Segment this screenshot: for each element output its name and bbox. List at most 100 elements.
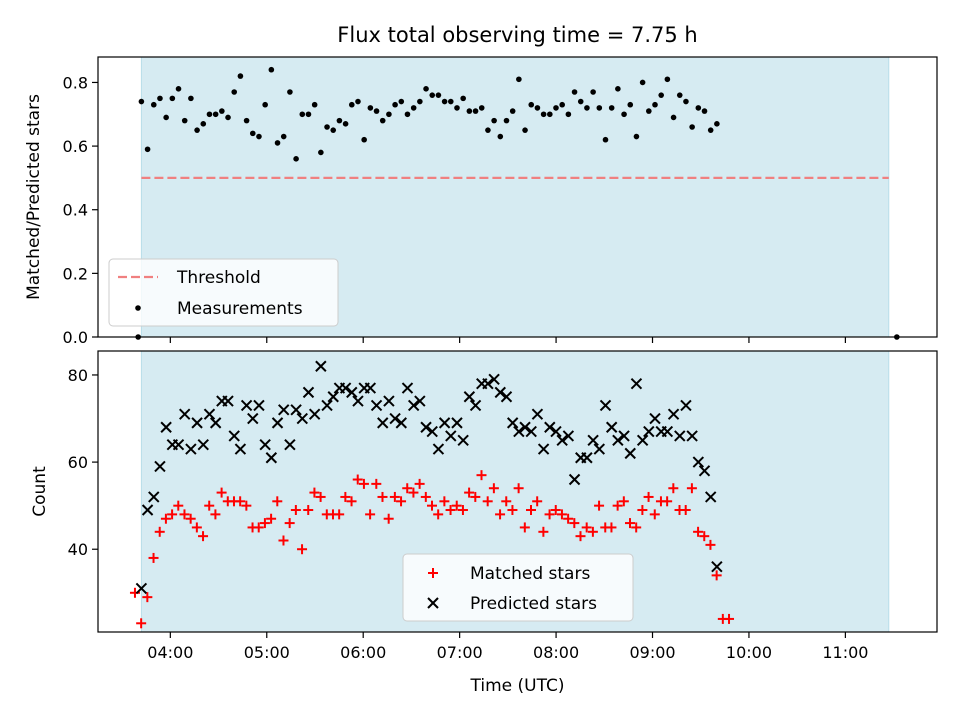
matched-point (606, 522, 617, 533)
matched-point (315, 491, 326, 502)
predicted-point (674, 430, 686, 442)
predicted-point (302, 386, 315, 399)
measurement-point (367, 105, 374, 111)
predicted-point (544, 421, 556, 433)
matched-point (426, 500, 437, 511)
predicted-point (618, 430, 630, 442)
measurement-point (627, 101, 634, 108)
matched-point (377, 491, 388, 502)
predicted-point (364, 382, 377, 394)
measurement-point (683, 98, 689, 105)
measurement-point (299, 111, 306, 118)
x-tick-label: 08:00 (533, 643, 579, 662)
measurement-point (398, 98, 405, 105)
measurement-point (373, 108, 380, 114)
measurement-point (701, 108, 708, 114)
predicted-point (290, 404, 302, 416)
predicted-point (438, 417, 451, 429)
x-axis-label: Time (UTC) (470, 676, 565, 696)
matched-point (334, 509, 345, 520)
matched-point (587, 526, 598, 537)
predicted-point (519, 421, 531, 433)
measurement-point (293, 156, 299, 162)
matched-point (649, 509, 660, 520)
predicted-point (160, 421, 172, 433)
top-legend: Threshold Measurements (108, 258, 339, 327)
matched-point (581, 522, 592, 533)
measurement-point (522, 127, 528, 133)
predicted-point (141, 504, 154, 516)
measurement-point (664, 76, 671, 83)
top-y-axis-label: Matched/Predicted stars (24, 94, 44, 300)
x-tick-label: 07:00 (437, 643, 483, 662)
predicted-point (284, 438, 296, 451)
measurement-point (206, 111, 213, 118)
measurement-point (342, 121, 349, 127)
predicted-point (636, 434, 649, 447)
predicted-point (389, 412, 401, 425)
measurement-point (262, 101, 268, 108)
predicted-point (432, 443, 445, 455)
legend-predicted-label: Predicted stars (470, 594, 597, 614)
predicted-point (581, 452, 593, 464)
predicted-point (488, 373, 500, 386)
measurement-point (534, 105, 541, 111)
measurement-point (200, 121, 207, 127)
measurement-point (330, 127, 337, 133)
measurement-point (280, 133, 287, 140)
measurement-point (540, 111, 547, 118)
measurement-point (472, 108, 479, 114)
predicted-point (271, 417, 284, 429)
predicted-point (494, 386, 507, 399)
matched-point (346, 496, 357, 507)
y-tick-label: 80 (68, 366, 88, 385)
measurement-point (714, 121, 720, 127)
measurement-point (584, 105, 590, 111)
measurement-point (249, 130, 256, 137)
measurement-point (392, 101, 398, 108)
matched-point (284, 518, 295, 529)
predicted-point (624, 447, 636, 460)
measurement-point (181, 117, 188, 124)
measurement-point (212, 111, 219, 118)
matched-point (724, 613, 735, 624)
matched-point (198, 531, 209, 542)
x-tick-label: 05:00 (244, 643, 290, 662)
predicted-point (500, 391, 513, 403)
predicted-point (599, 399, 612, 412)
measurement-point (324, 124, 330, 130)
measurement-point (478, 105, 485, 111)
predicted-point (352, 395, 364, 407)
measurement-point (503, 117, 510, 124)
matched-point (241, 500, 252, 511)
y-tick-label: 0.2 (63, 264, 88, 283)
matched-point (408, 487, 419, 498)
predicted-point (148, 491, 160, 503)
measurement-point (639, 79, 646, 86)
predicted-point (426, 425, 438, 438)
measurement-point (707, 127, 714, 133)
matched-point (340, 491, 351, 502)
y-tick-label: 60 (68, 453, 88, 472)
matched-point (470, 491, 481, 502)
legend-box (402, 553, 634, 622)
matched-point (365, 509, 376, 520)
measurement-point (466, 108, 473, 114)
legend-measurement-swatch (135, 305, 141, 311)
matched-point (433, 509, 444, 520)
matched-point (569, 518, 580, 529)
y-tick-label: 0.0 (63, 328, 88, 347)
x-tick-label: 06:00 (340, 643, 386, 662)
predicted-point (222, 395, 234, 407)
matched-point (303, 505, 314, 516)
matched-point (358, 478, 369, 489)
predicted-point (451, 417, 463, 429)
predicted-point (445, 430, 457, 442)
predicted-point (247, 412, 259, 425)
predicted-point (469, 399, 482, 412)
measurement-point (274, 140, 281, 146)
predicted-point (407, 399, 420, 412)
top-axes-frame (97, 56, 938, 338)
measurement-point (441, 98, 448, 105)
predicted-point (209, 417, 222, 429)
